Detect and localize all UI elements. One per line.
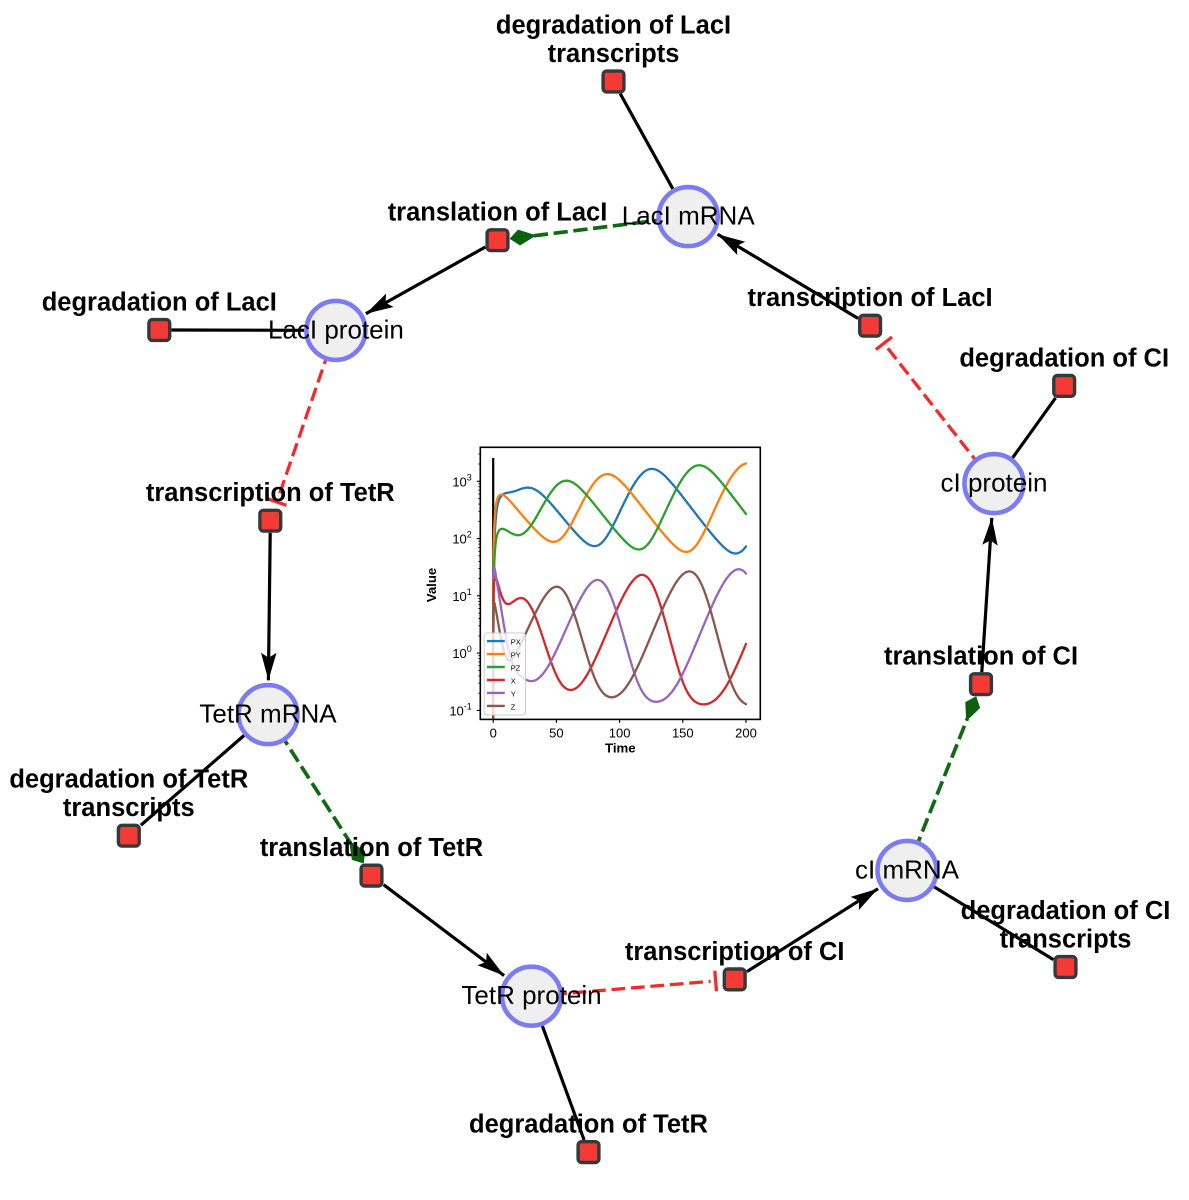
svg-text:degradation of CI: degradation of CI (961, 897, 1171, 925)
svg-text:degradation of LacI: degradation of LacI (42, 289, 277, 317)
svg-text:Z: Z (511, 702, 516, 711)
svg-text:transcripts: transcripts (63, 794, 195, 822)
svg-text:cI mRNA: cI mRNA (855, 854, 960, 884)
svg-text:degradation of LacI: degradation of LacI (496, 12, 731, 40)
svg-text:degradation of TetR: degradation of TetR (9, 766, 248, 794)
svg-text:translation of CI: translation of CI (884, 643, 1078, 671)
svg-text:transcripts: transcripts (548, 40, 680, 68)
svg-text:TetR mRNA: TetR mRNA (199, 699, 337, 729)
svg-text:transcripts: transcripts (1000, 926, 1132, 954)
svg-text:100: 100 (609, 725, 631, 740)
svg-text:X: X (511, 676, 516, 685)
svg-text:Y: Y (511, 689, 516, 698)
svg-text:LacI mRNA: LacI mRNA (622, 201, 756, 231)
svg-text:degradation of TetR: degradation of TetR (469, 1111, 708, 1139)
svg-text:translation of LacI: translation of LacI (388, 199, 608, 227)
svg-text:50: 50 (549, 725, 563, 740)
svg-text:0: 0 (490, 725, 497, 740)
svg-text:transcription of TetR: transcription of TetR (146, 479, 395, 507)
svg-text:degradation of CI: degradation of CI (959, 344, 1169, 372)
svg-text:transcription of CI: transcription of CI (625, 938, 845, 966)
svg-text:TetR protein: TetR protein (461, 980, 601, 1010)
svg-text:transcription of LacI: transcription of LacI (748, 284, 993, 312)
svg-text:PY: PY (511, 651, 521, 660)
svg-text:200: 200 (735, 725, 757, 740)
svg-text:PZ: PZ (511, 663, 521, 672)
svg-text:Time: Time (605, 741, 636, 756)
svg-text:cI protein: cI protein (941, 468, 1048, 498)
svg-text:Value: Value (424, 568, 439, 602)
svg-text:translation of TetR: translation of TetR (260, 834, 483, 862)
svg-text:PX: PX (511, 638, 521, 647)
svg-text:150: 150 (672, 725, 694, 740)
svg-text:LacI protein: LacI protein (268, 314, 404, 344)
